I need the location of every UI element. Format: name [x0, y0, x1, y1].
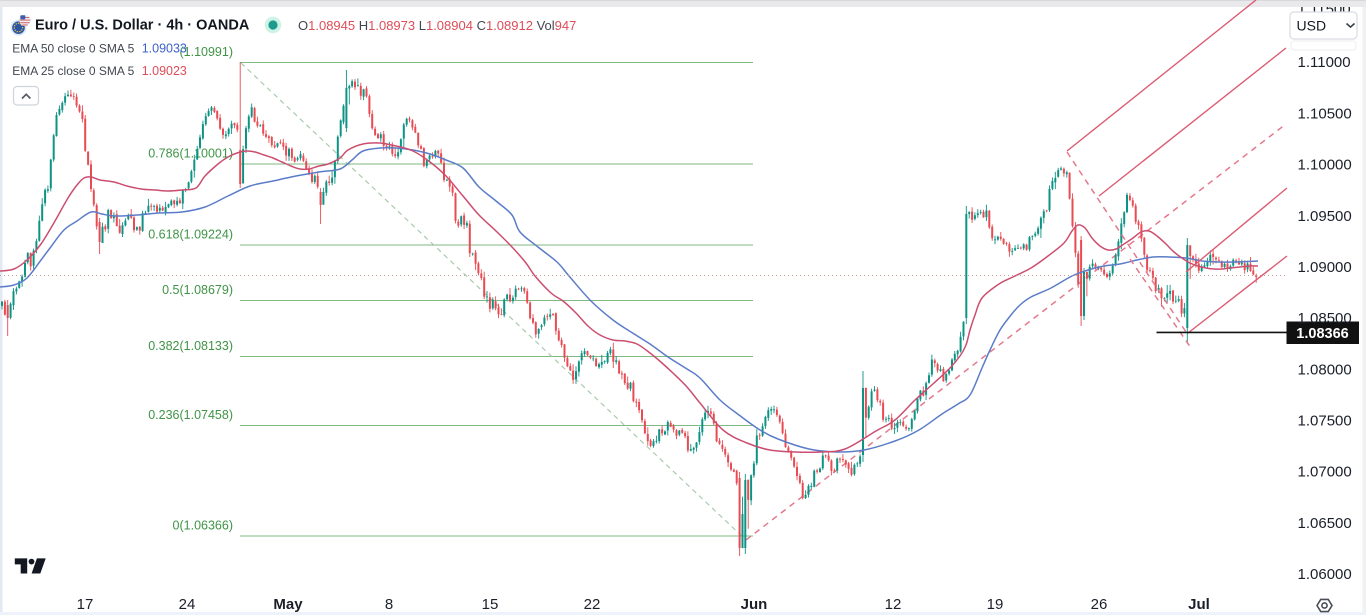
svg-text:Euro / U.S. Dollar · 4h · OAND: Euro / U.S. Dollar · 4h · OANDA [35, 18, 250, 34]
svg-text:19: 19 [987, 596, 1004, 613]
svg-text:1.09023: 1.09023 [142, 64, 187, 78]
svg-text:1.06000: 1.06000 [1298, 566, 1352, 583]
svg-text:1.09500: 1.09500 [1298, 208, 1352, 225]
svg-text:May: May [273, 596, 303, 613]
svg-text:24: 24 [179, 596, 196, 613]
svg-text:17: 17 [77, 596, 94, 613]
svg-text:12: 12 [885, 596, 902, 613]
svg-text:EMA 25 close 0 SMA 5: EMA 25 close 0 SMA 5 [12, 64, 134, 78]
svg-text:1.07500: 1.07500 [1298, 413, 1352, 430]
svg-text:0.236(1.07458): 0.236(1.07458) [148, 408, 233, 422]
svg-text:Jul: Jul [1188, 596, 1210, 613]
svg-text:8: 8 [385, 596, 393, 613]
svg-text:1.08500: 1.08500 [1298, 310, 1352, 327]
svg-text:0(1.06366): 0(1.06366) [173, 519, 233, 533]
svg-text:1.09000: 1.09000 [1298, 259, 1352, 276]
svg-text:22: 22 [584, 596, 601, 613]
svg-text:1.08000: 1.08000 [1298, 361, 1352, 378]
svg-text:0.618(1.09224): 0.618(1.09224) [148, 228, 233, 242]
svg-text:0.382(1.08133): 0.382(1.08133) [148, 339, 233, 353]
svg-text:1.09033: 1.09033 [142, 41, 187, 55]
svg-text:0.5(1.08679): 0.5(1.08679) [162, 283, 233, 297]
svg-text:1.10000: 1.10000 [1298, 157, 1352, 174]
svg-text:26: 26 [1091, 596, 1108, 613]
svg-text:15: 15 [482, 596, 499, 613]
svg-text:O1.08945 H1.08973 L1.08904: O1.08945 H1.08973 L1.08904 C1.08912 Vol9… [298, 18, 576, 33]
svg-text:1.10500: 1.10500 [1298, 105, 1352, 122]
svg-text:1.06500: 1.06500 [1298, 515, 1352, 532]
svg-text:USD: USD [1297, 18, 1327, 34]
svg-text:1.11000: 1.11000 [1298, 54, 1351, 71]
svg-text:1.08366: 1.08366 [1296, 326, 1348, 342]
svg-text:(1.10991): (1.10991) [179, 45, 233, 59]
svg-text:1.07000: 1.07000 [1298, 464, 1352, 481]
svg-text:0.786(1.10001): 0.786(1.10001) [148, 147, 233, 161]
svg-text:EMA 50 close 0 SMA 5: EMA 50 close 0 SMA 5 [12, 41, 134, 55]
svg-text:Jun: Jun [741, 596, 768, 613]
